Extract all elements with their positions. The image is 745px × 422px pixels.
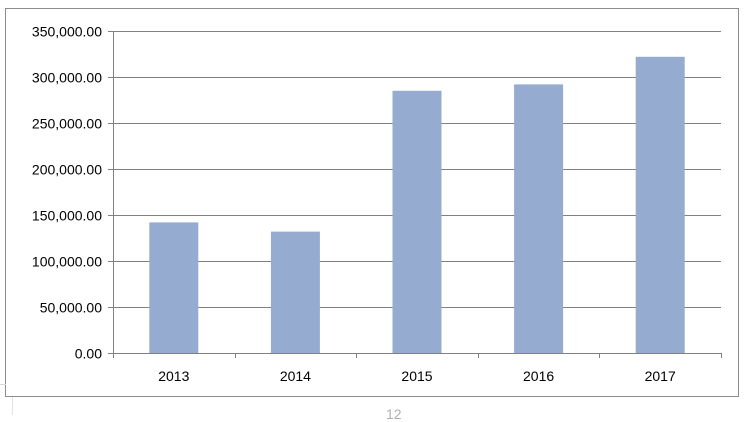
y-tick-label: 200,000.00	[32, 162, 102, 178]
axes	[108, 31, 722, 358]
y-tick-label: 0.00	[75, 346, 102, 362]
bar-chart: 0.00 50,000.00 100,000.00 150,000.00 200,000…	[32, 24, 722, 384]
x-tick-label: 2015	[401, 368, 432, 384]
page-corner-mark	[12, 397, 13, 415]
x-tick-label: 2017	[645, 368, 676, 384]
bar-2014	[270, 231, 320, 353]
y-tick-label: 250,000.00	[32, 116, 102, 132]
page-corner-mark	[0, 384, 6, 385]
page-number: 12	[386, 406, 402, 422]
y-tick-label: 350,000.00	[32, 24, 102, 40]
y-tick-label: 100,000.00	[32, 254, 102, 270]
y-tick-labels: 0.00 50,000.00 100,000.00 150,000.00 200,000…	[32, 24, 102, 362]
bar-2017	[635, 56, 685, 354]
chart-frame: 0.00 50,000.00 100,000.00 150,000.00 200,000…	[5, 8, 739, 397]
y-tick-label: 300,000.00	[32, 70, 102, 86]
x-tick-labels: 2013 2014 2015 2016 2017	[158, 368, 676, 384]
bar-2013	[149, 222, 199, 353]
bar-2015	[392, 90, 442, 354]
x-tick-label: 2014	[280, 368, 311, 384]
y-tick-label: 50,000.00	[40, 300, 102, 316]
x-tick-label: 2013	[158, 368, 189, 384]
bar-2016	[514, 84, 564, 354]
bars	[149, 56, 685, 354]
x-tick-label: 2016	[523, 368, 554, 384]
y-tick-label: 150,000.00	[32, 208, 102, 224]
